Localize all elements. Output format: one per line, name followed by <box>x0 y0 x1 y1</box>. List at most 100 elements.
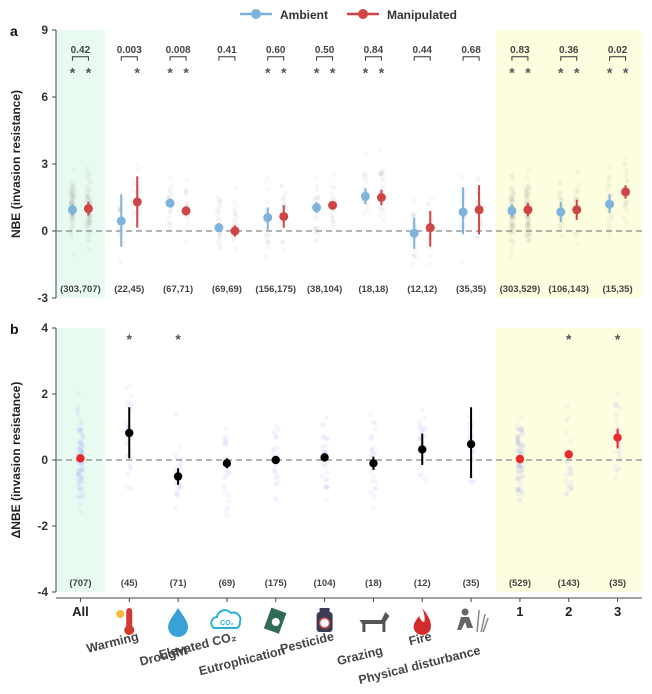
raw-data-point <box>76 468 82 474</box>
raw-data-point <box>524 222 530 228</box>
raw-data-point <box>508 172 514 178</box>
sample-size-label: (69) <box>218 578 235 589</box>
raw-data-point <box>614 424 620 430</box>
raw-data-point <box>573 232 579 238</box>
raw-data-point <box>516 444 522 450</box>
raw-data-point <box>370 419 376 425</box>
raw-data-point <box>319 421 325 427</box>
raw-data-point <box>523 193 529 199</box>
raw-data-point <box>70 189 76 195</box>
raw-data-point <box>222 488 228 494</box>
raw-data-point <box>373 486 379 492</box>
raw-data-point <box>361 171 367 177</box>
raw-data-point <box>524 194 530 200</box>
raw-data-point <box>69 196 75 202</box>
p-value-label: 0.84 <box>364 45 384 56</box>
mean-point <box>418 445 427 454</box>
raw-data-point <box>86 219 92 225</box>
raw-data-point <box>556 195 562 201</box>
thermometer-bulb <box>124 625 135 635</box>
raw-data-point <box>612 467 618 473</box>
mean-point-manipulated <box>230 226 240 236</box>
raw-data-point <box>380 167 386 173</box>
raw-data-point <box>224 512 230 518</box>
raw-data-point <box>515 486 521 492</box>
raw-data-point <box>524 224 530 230</box>
raw-data-point <box>568 486 574 492</box>
raw-data-point <box>557 223 563 229</box>
raw-data-point <box>519 473 525 479</box>
mean-point-ambient <box>116 216 126 226</box>
raw-data-point <box>270 451 276 457</box>
mean-point-manipulated <box>621 187 631 197</box>
raw-data-point <box>68 179 74 185</box>
raw-data-point <box>274 497 280 503</box>
raw-data-point <box>84 165 90 171</box>
raw-data-point <box>564 403 570 409</box>
raw-data-point <box>617 405 623 411</box>
sample-size-label: (106,143) <box>548 284 589 295</box>
raw-data-point <box>329 190 335 196</box>
raw-data-point <box>315 195 321 201</box>
raw-data-point <box>575 187 581 193</box>
raw-data-point <box>75 426 81 432</box>
raw-data-point <box>516 448 522 454</box>
raw-data-point <box>78 486 84 492</box>
comparison-bracket <box>169 56 187 61</box>
mean-point-ambient <box>312 203 322 213</box>
raw-data-point <box>508 173 514 179</box>
raw-data-point <box>509 220 515 226</box>
goat-body <box>359 612 390 632</box>
raw-data-point <box>273 432 279 438</box>
raw-data-point <box>80 485 86 491</box>
raw-data-point <box>426 202 432 208</box>
raw-data-point <box>87 220 93 226</box>
raw-data-point <box>281 247 287 253</box>
raw-data-point <box>525 238 531 244</box>
raw-data-point <box>233 245 239 251</box>
raw-data-point <box>77 467 83 473</box>
raw-data-point <box>507 196 513 202</box>
raw-data-point <box>71 190 77 196</box>
raw-data-point <box>563 472 569 478</box>
raw-data-point <box>79 462 85 468</box>
raw-data-point <box>178 461 184 467</box>
raw-data-point <box>76 439 82 445</box>
raw-data-point <box>70 195 76 201</box>
raw-data-point <box>519 428 525 434</box>
raw-data-point <box>215 193 221 199</box>
raw-data-point <box>510 222 516 228</box>
raw-data-point <box>167 220 173 226</box>
raw-data-point <box>68 186 74 192</box>
raw-data-point <box>330 195 336 201</box>
raw-data-point <box>221 436 227 442</box>
raw-data-point <box>79 475 85 481</box>
raw-data-point <box>377 213 383 219</box>
raw-data-point <box>271 469 277 475</box>
raw-data-point <box>612 449 618 455</box>
raw-data-point <box>516 464 522 470</box>
raw-data-point <box>516 476 522 482</box>
y-tick-label: -3 <box>37 291 48 305</box>
raw-data-point <box>564 459 570 465</box>
raw-data-point <box>78 449 84 455</box>
raw-data-point <box>70 193 76 199</box>
raw-data-point <box>69 201 75 207</box>
y-tick-label: 3 <box>41 157 48 171</box>
raw-data-point <box>510 190 516 196</box>
raw-data-point <box>411 253 417 259</box>
pesticide-bottle-icon <box>316 608 333 632</box>
raw-data-point <box>87 196 93 202</box>
raw-data-point <box>563 417 569 423</box>
raw-data-point <box>526 222 532 228</box>
panel-letter: a <box>10 23 18 39</box>
raw-data-point <box>271 447 277 453</box>
raw-data-point <box>321 434 327 440</box>
raw-data-point <box>324 476 330 482</box>
raw-data-point <box>574 196 580 202</box>
raw-data-point <box>514 448 520 454</box>
raw-data-point <box>84 221 90 227</box>
raw-data-point <box>85 217 91 223</box>
mean-point <box>564 450 573 459</box>
raw-data-point <box>276 427 282 433</box>
